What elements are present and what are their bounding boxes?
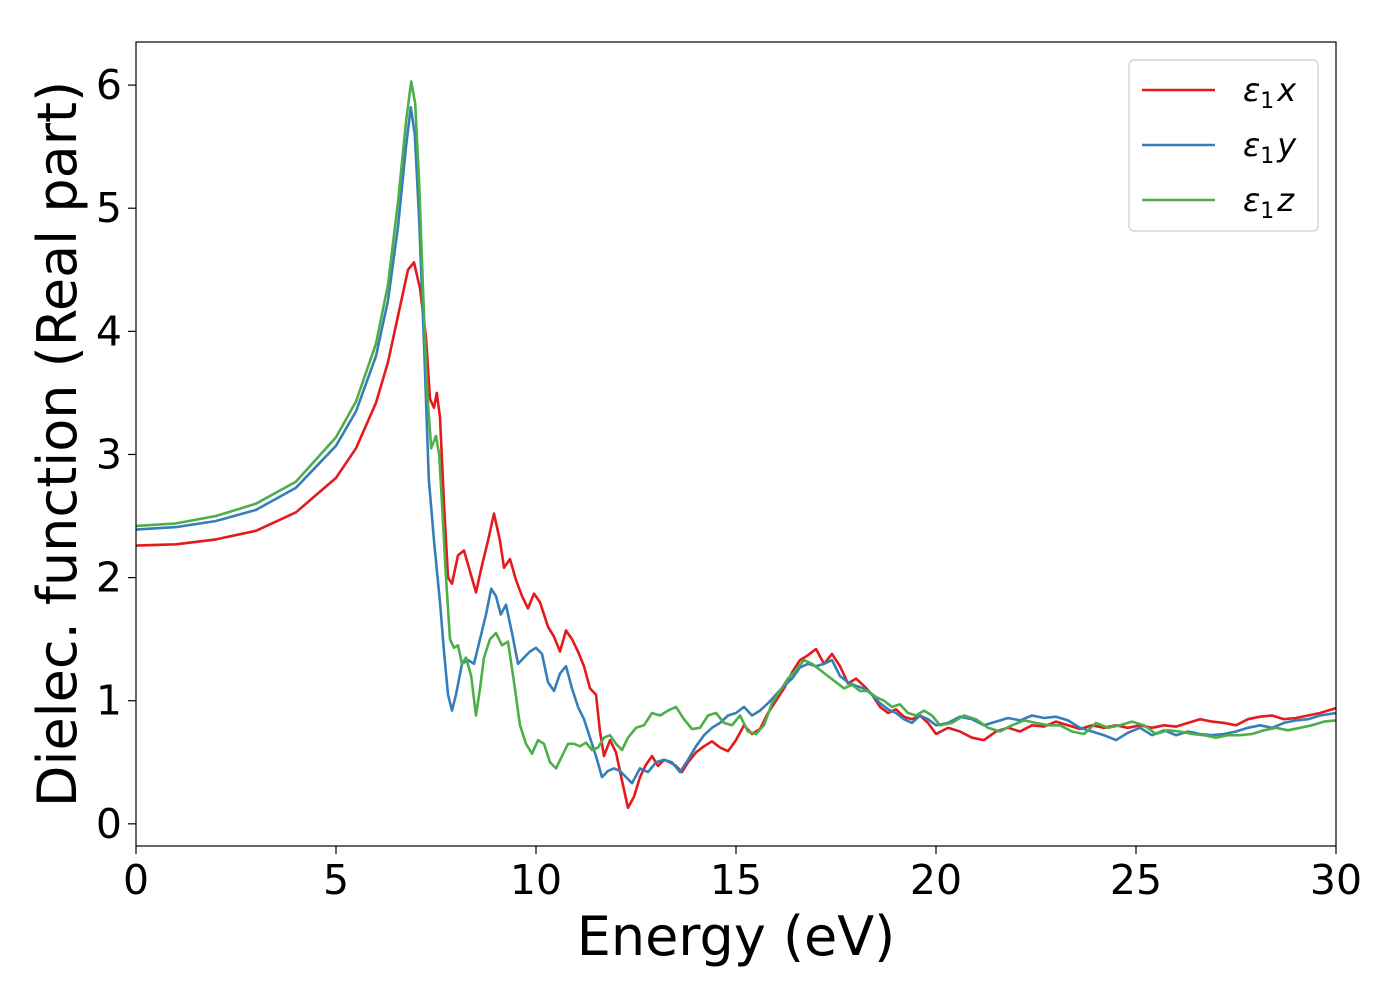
y-tick-label: 6 bbox=[96, 61, 122, 109]
legend-label-x: ε1x bbox=[1243, 71, 1297, 114]
x-axis-title: Energy (eV) bbox=[577, 905, 896, 968]
y-tick-label: 0 bbox=[96, 800, 122, 848]
legend-label-z: ε1z bbox=[1243, 181, 1295, 224]
legend: ε1x ε1y ε1z bbox=[1128, 59, 1319, 232]
x-tick-label: 0 bbox=[123, 856, 149, 904]
x-tick-label: 25 bbox=[1110, 856, 1162, 904]
axes-layer: 0 5 10 15 20 25 30 0 1 2 3 4 5 6 bbox=[96, 41, 1362, 904]
y-tick-label: 1 bbox=[96, 677, 122, 725]
y-tick-label: 2 bbox=[96, 554, 122, 602]
series-layer bbox=[136, 80, 1336, 810]
legend-label-y: ε1y bbox=[1243, 126, 1297, 169]
x-tick-label: 30 bbox=[1310, 856, 1362, 904]
y-tick-label: 4 bbox=[96, 307, 122, 355]
y-tick-label: 3 bbox=[96, 430, 122, 478]
y-tick-label: 5 bbox=[96, 184, 122, 232]
x-tick-label: 10 bbox=[510, 856, 562, 904]
x-tick-label: 20 bbox=[910, 856, 962, 904]
y-axis-title: Dielec. function (Real part) bbox=[26, 81, 89, 807]
x-tick-label: 15 bbox=[710, 856, 762, 904]
series-line-z bbox=[136, 80, 1336, 770]
x-tick-label: 5 bbox=[323, 856, 349, 904]
legend-box bbox=[1128, 59, 1319, 232]
